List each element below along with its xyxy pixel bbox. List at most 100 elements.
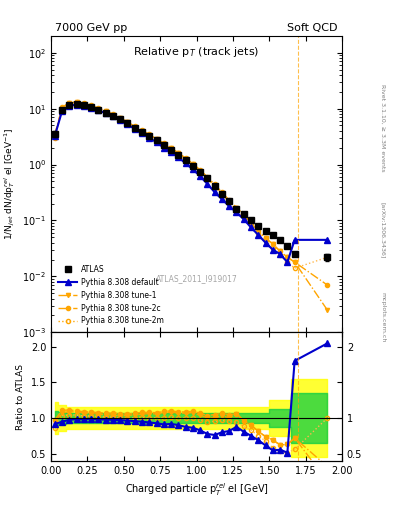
Text: 7000 GeV pp: 7000 GeV pp bbox=[55, 23, 127, 33]
Pythia 8.308 tune-2c bbox=[325, 282, 330, 288]
Pythia 8.308 tune-1 bbox=[96, 105, 101, 112]
Pythia 8.308 tune-2c bbox=[132, 123, 137, 130]
Line: Pythia 8.308 tune-2m: Pythia 8.308 tune-2m bbox=[53, 101, 329, 270]
Pythia 8.308 default bbox=[162, 144, 166, 151]
Pythia 8.308 tune-2m bbox=[198, 169, 202, 175]
Pythia 8.308 tune-2c bbox=[270, 241, 275, 247]
Pythia 8.308 tune-2c bbox=[234, 204, 239, 210]
Legend: ATLAS, Pythia 8.308 default, Pythia 8.308 tune-1, Pythia 8.308 tune-2c, Pythia 8: ATLAS, Pythia 8.308 default, Pythia 8.30… bbox=[55, 262, 167, 329]
Pythia 8.308 tune-2c bbox=[285, 254, 290, 260]
Pythia 8.308 tune-1 bbox=[278, 248, 283, 254]
Pythia 8.308 tune-2m bbox=[183, 157, 188, 163]
Pythia 8.308 default bbox=[74, 101, 79, 108]
Pythia 8.308 tune-1 bbox=[162, 141, 166, 147]
Pythia 8.308 tune-2c bbox=[256, 228, 261, 234]
Pythia 8.308 tune-1 bbox=[263, 235, 268, 241]
Text: mcplots.cern.ch: mcplots.cern.ch bbox=[381, 292, 386, 343]
Pythia 8.308 tune-1 bbox=[140, 128, 144, 134]
Line: Pythia 8.308 default: Pythia 8.308 default bbox=[52, 102, 330, 265]
Pythia 8.308 tune-2c bbox=[52, 132, 57, 138]
Pythia 8.308 tune-2m bbox=[241, 214, 246, 220]
Pythia 8.308 tune-2c bbox=[176, 150, 181, 156]
Pythia 8.308 tune-1 bbox=[67, 100, 72, 106]
Pythia 8.308 tune-1 bbox=[205, 175, 210, 181]
Pythia 8.308 tune-2c bbox=[212, 181, 217, 187]
Pythia 8.308 default bbox=[285, 259, 290, 265]
Pythia 8.308 tune-2c bbox=[278, 248, 283, 254]
Pythia 8.308 tune-2c bbox=[140, 127, 144, 133]
Pythia 8.308 tune-1 bbox=[227, 198, 231, 204]
Pythia 8.308 tune-1 bbox=[256, 228, 261, 234]
Pythia 8.308 tune-2m bbox=[89, 103, 94, 110]
Pythia 8.308 tune-2m bbox=[74, 100, 79, 106]
Pythia 8.308 tune-1 bbox=[81, 100, 86, 106]
Pythia 8.308 tune-1 bbox=[74, 99, 79, 105]
Y-axis label: 1/N$_{jet}$ dN/dp$^{rel}_{T}$ el [GeV$^{-1}$]: 1/N$_{jet}$ dN/dp$^{rel}_{T}$ el [GeV$^{… bbox=[2, 128, 17, 240]
Line: Pythia 8.308 tune-1: Pythia 8.308 tune-1 bbox=[53, 100, 329, 312]
Pythia 8.308 tune-2m bbox=[81, 101, 86, 108]
Pythia 8.308 tune-2c bbox=[263, 235, 268, 241]
Pythia 8.308 tune-1 bbox=[118, 115, 123, 121]
Pythia 8.308 tune-1 bbox=[154, 136, 159, 142]
Pythia 8.308 tune-1 bbox=[110, 112, 115, 118]
Pythia 8.308 default bbox=[220, 196, 224, 202]
Pythia 8.308 default bbox=[67, 103, 72, 109]
Pythia 8.308 tune-2m bbox=[110, 112, 115, 118]
Pythia 8.308 tune-2c bbox=[81, 100, 86, 106]
Pythia 8.308 tune-1 bbox=[60, 105, 64, 111]
Pythia 8.308 default bbox=[183, 160, 188, 166]
Pythia 8.308 tune-2m bbox=[118, 116, 123, 122]
Pythia 8.308 tune-1 bbox=[183, 156, 188, 162]
Pythia 8.308 default bbox=[241, 216, 246, 222]
Pythia 8.308 tune-2m bbox=[52, 135, 57, 141]
Pythia 8.308 default bbox=[198, 173, 202, 179]
Pythia 8.308 tune-2c bbox=[110, 111, 115, 117]
Pythia 8.308 tune-2m bbox=[325, 254, 330, 260]
Pythia 8.308 default bbox=[249, 224, 253, 230]
Text: ATLAS_2011_I919017: ATLAS_2011_I919017 bbox=[156, 274, 237, 284]
Pythia 8.308 default bbox=[118, 117, 123, 123]
Pythia 8.308 default bbox=[227, 203, 231, 209]
Pythia 8.308 default bbox=[154, 139, 159, 145]
Pythia 8.308 tune-2c bbox=[191, 160, 195, 166]
Pythia 8.308 tune-2c bbox=[220, 189, 224, 195]
Pythia 8.308 tune-1 bbox=[176, 150, 181, 156]
Pythia 8.308 tune-1 bbox=[89, 103, 94, 109]
Pythia 8.308 tune-2m bbox=[227, 199, 231, 205]
Pythia 8.308 tune-2c bbox=[147, 132, 152, 138]
Pythia 8.308 default bbox=[169, 150, 173, 156]
Pythia 8.308 tune-2m bbox=[60, 106, 64, 112]
Pythia 8.308 tune-2m bbox=[205, 176, 210, 182]
Pythia 8.308 default bbox=[125, 121, 130, 127]
Pythia 8.308 default bbox=[103, 110, 108, 116]
Pythia 8.308 tune-2m bbox=[176, 152, 181, 158]
Y-axis label: Ratio to ATLAS: Ratio to ATLAS bbox=[16, 364, 25, 430]
Pythia 8.308 tune-2m bbox=[249, 222, 253, 228]
Pythia 8.308 tune-2c bbox=[96, 105, 101, 111]
Pythia 8.308 tune-1 bbox=[234, 204, 239, 210]
Pythia 8.308 tune-2c bbox=[198, 167, 202, 173]
Pythia 8.308 tune-2c bbox=[103, 108, 108, 114]
Pythia 8.308 tune-2m bbox=[169, 147, 173, 153]
Pythia 8.308 tune-2m bbox=[270, 245, 275, 251]
Pythia 8.308 tune-2c bbox=[292, 259, 297, 265]
Pythia 8.308 default bbox=[205, 181, 210, 187]
Pythia 8.308 default bbox=[147, 135, 152, 141]
Pythia 8.308 tune-2c bbox=[89, 102, 94, 109]
Pythia 8.308 tune-2c bbox=[249, 220, 253, 226]
Pythia 8.308 default bbox=[96, 108, 101, 114]
Pythia 8.308 tune-1 bbox=[285, 254, 290, 260]
Pythia 8.308 default bbox=[270, 247, 275, 253]
Pythia 8.308 default bbox=[89, 104, 94, 111]
Pythia 8.308 tune-1 bbox=[212, 183, 217, 189]
Pythia 8.308 default bbox=[176, 154, 181, 160]
Pythia 8.308 tune-1 bbox=[147, 132, 152, 138]
X-axis label: Charged particle p$^{rel}_{T}$ el [GeV]: Charged particle p$^{rel}_{T}$ el [GeV] bbox=[125, 481, 268, 498]
Text: [arXiv:1306.3436]: [arXiv:1306.3436] bbox=[381, 202, 386, 259]
Pythia 8.308 tune-2c bbox=[60, 104, 64, 111]
Pythia 8.308 default bbox=[60, 108, 64, 114]
Pythia 8.308 tune-1 bbox=[103, 109, 108, 115]
Pythia 8.308 tune-1 bbox=[198, 167, 202, 174]
Pythia 8.308 tune-2m bbox=[125, 120, 130, 126]
Pythia 8.308 tune-2m bbox=[285, 259, 290, 265]
